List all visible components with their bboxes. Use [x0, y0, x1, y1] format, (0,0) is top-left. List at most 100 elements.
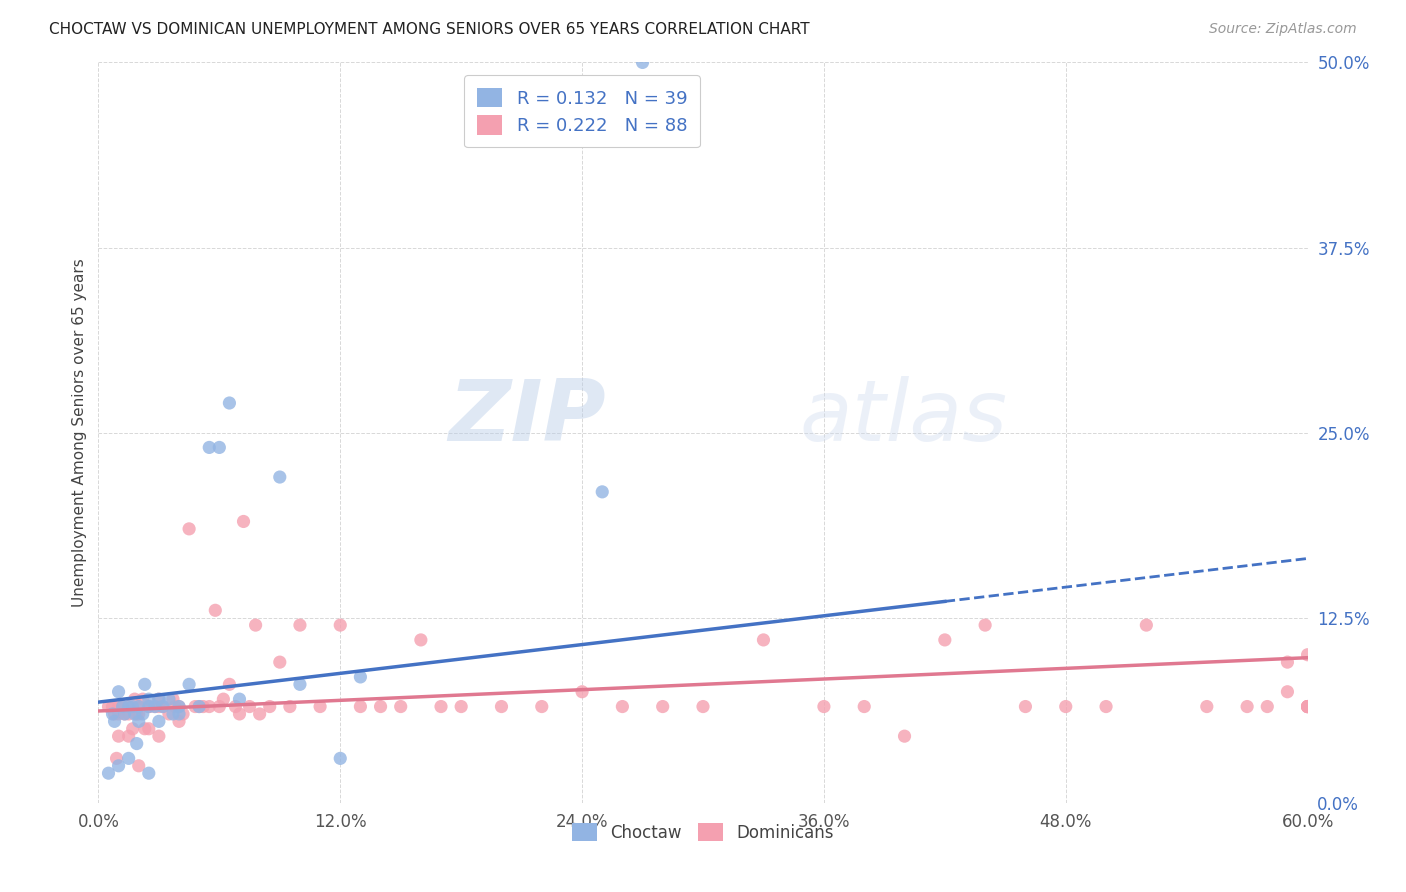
Point: [349, 670, 371, 684]
Point: [124, 692, 146, 706]
Point: [430, 699, 453, 714]
Point: [389, 699, 412, 714]
Point: [1277, 685, 1299, 699]
Point: [329, 618, 352, 632]
Point: [530, 699, 553, 714]
Point: [193, 699, 215, 714]
Point: [128, 706, 150, 721]
Point: [111, 699, 134, 714]
Point: [1095, 699, 1118, 714]
Point: [349, 699, 371, 714]
Point: [288, 618, 311, 632]
Point: [101, 706, 124, 721]
Point: [409, 632, 432, 647]
Point: [134, 722, 156, 736]
Point: [188, 699, 211, 714]
Point: [167, 706, 190, 721]
Point: [571, 685, 593, 699]
Point: [204, 603, 226, 617]
Point: [651, 699, 673, 714]
Text: ZIP: ZIP: [449, 376, 606, 459]
Point: [107, 758, 129, 772]
Point: [157, 692, 180, 706]
Point: [591, 484, 613, 499]
Point: [138, 699, 160, 714]
Y-axis label: Unemployment Among Seniors over 65 years: Unemployment Among Seniors over 65 years: [72, 259, 87, 607]
Point: [198, 699, 221, 714]
Point: [107, 699, 129, 714]
Point: [631, 55, 654, 70]
Point: [157, 706, 180, 721]
Point: [208, 441, 231, 455]
Point: [152, 699, 174, 714]
Point: [121, 722, 143, 736]
Point: [128, 758, 150, 772]
Point: [138, 766, 160, 780]
Point: [1054, 699, 1077, 714]
Point: [1256, 699, 1278, 714]
Point: [132, 706, 155, 721]
Point: [249, 706, 271, 721]
Point: [163, 699, 186, 714]
Point: [148, 699, 170, 714]
Point: [128, 699, 150, 714]
Point: [1014, 699, 1036, 714]
Point: [125, 706, 148, 721]
Point: [309, 699, 332, 714]
Point: [198, 441, 221, 455]
Point: [813, 699, 835, 714]
Point: [148, 692, 170, 706]
Point: [208, 699, 231, 714]
Point: [1296, 699, 1319, 714]
Point: [107, 685, 129, 699]
Point: [1195, 699, 1218, 714]
Point: [612, 699, 634, 714]
Point: [172, 706, 194, 721]
Point: [118, 751, 141, 765]
Point: [143, 699, 166, 714]
Point: [167, 699, 190, 714]
Text: Source: ZipAtlas.com: Source: ZipAtlas.com: [1209, 22, 1357, 37]
Point: [118, 699, 141, 714]
Point: [138, 692, 160, 706]
Point: [121, 699, 143, 714]
Point: [162, 692, 184, 706]
Point: [1296, 648, 1319, 662]
Point: [491, 699, 513, 714]
Point: [152, 699, 174, 714]
Point: [232, 515, 254, 529]
Point: [245, 618, 267, 632]
Point: [228, 706, 250, 721]
Point: [134, 677, 156, 691]
Point: [184, 699, 207, 714]
Point: [143, 699, 166, 714]
Point: [259, 699, 281, 714]
Point: [974, 618, 997, 632]
Point: [128, 699, 150, 714]
Point: [111, 699, 134, 714]
Point: [138, 699, 160, 714]
Legend: Choctaw, Dominicans: Choctaw, Dominicans: [564, 815, 842, 850]
Point: [329, 751, 352, 765]
Point: [162, 706, 184, 721]
Point: [114, 706, 136, 721]
Point: [450, 699, 472, 714]
Point: [853, 699, 876, 714]
Point: [1296, 699, 1319, 714]
Point: [269, 470, 291, 484]
Point: [269, 655, 291, 669]
Text: atlas: atlas: [800, 376, 1008, 459]
Point: [107, 729, 129, 743]
Point: [179, 522, 201, 536]
Point: [278, 699, 301, 714]
Point: [188, 699, 211, 714]
Point: [138, 699, 160, 714]
Point: [107, 706, 129, 721]
Point: [97, 699, 120, 714]
Point: [752, 632, 775, 647]
Point: [148, 729, 170, 743]
Point: [228, 692, 250, 706]
Point: [934, 632, 956, 647]
Point: [128, 714, 150, 729]
Point: [1236, 699, 1258, 714]
